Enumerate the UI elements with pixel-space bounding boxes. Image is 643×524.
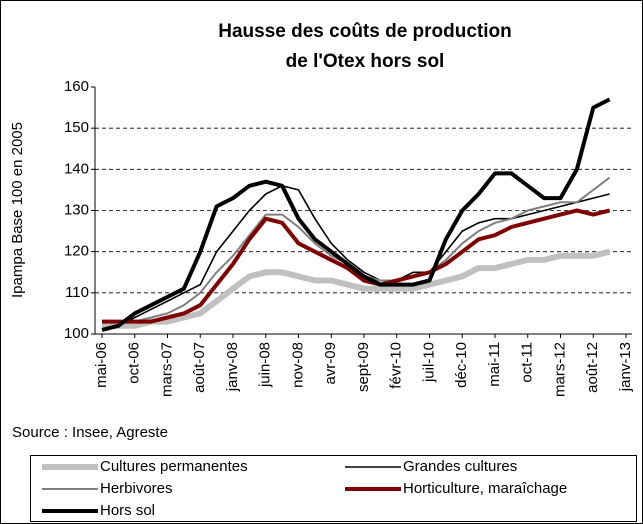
x-tick-label: mai-11 [486,342,503,387]
y-tick-label: 110 [65,284,89,301]
y-tick-label: 130 [64,201,89,218]
x-tick-label: févr-10 [388,342,405,389]
x-tick-label: déc-10 [453,342,470,388]
legend-label: Grandes cultures [403,458,517,475]
x-tick-label: oct-11 [519,342,536,383]
x-tick-label: mai-06 [93,342,110,388]
source: Source : Insee, Agreste [12,424,168,441]
legend-label: Hors sol [100,502,155,519]
chart-title: Hausse des coûts de production [218,21,512,42]
y-tick-label: 160 [64,78,89,95]
y-tick-label: 120 [64,243,89,260]
series-line [102,208,611,324]
x-tick-label: janv-08 [224,342,241,392]
y-tick-label: 140 [64,160,89,177]
y-tick-label: 150 [64,119,89,136]
x-tick-label: janv-13 [617,342,634,392]
y-axis-label: Ipampa Base 100 en 2005 [9,122,26,298]
legend-box [30,455,637,522]
legend-label: Horticulture, maraîchage [403,480,567,497]
x-tick-label: mars-12 [551,342,568,397]
x-tick-label: mars-07 [158,342,175,397]
series-line [102,248,611,329]
chart-subtitle: de l'Otex hors sol [286,51,445,72]
legend-label: Cultures permanentes [100,458,248,475]
x-tick-label: sept-09 [355,342,372,392]
x-tick-label: avr-09 [322,342,339,385]
series-line [101,185,610,331]
x-tick-label: août-07 [191,342,208,393]
x-tick-label: juil-10 [420,342,437,383]
legend-label: Herbivores [100,480,173,497]
x-tick-label: nov-08 [289,342,306,388]
series-line [101,97,611,332]
x-tick-label: août-12 [584,342,601,393]
x-tick-label: juin-08 [257,342,274,388]
x-tick-label: oct-06 [126,342,143,384]
y-tick-label: 100 [64,325,89,342]
